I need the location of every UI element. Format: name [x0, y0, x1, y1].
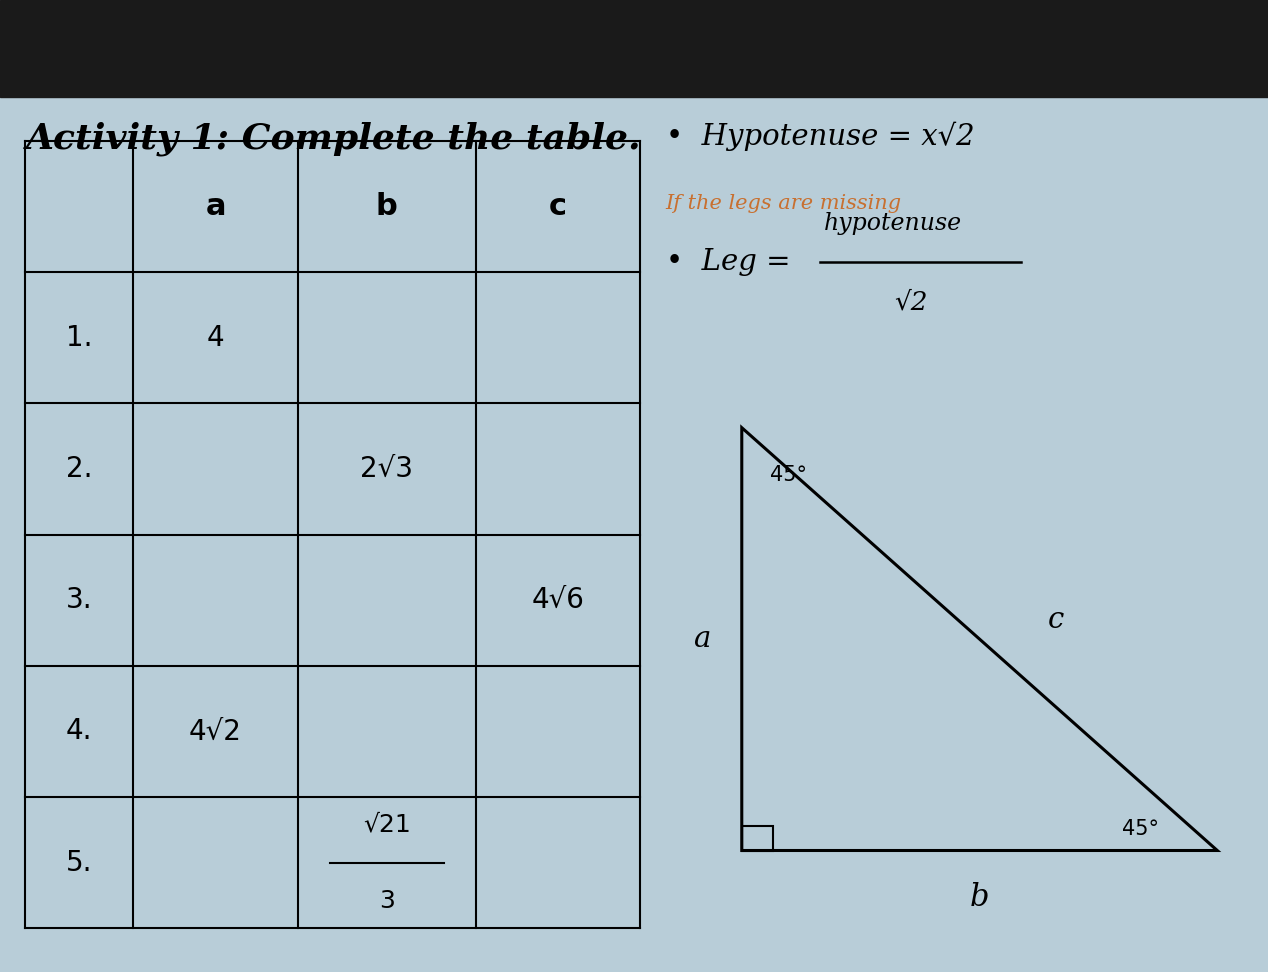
Text: b: b [375, 192, 398, 221]
Text: 3.: 3. [66, 586, 93, 614]
Text: 45°: 45° [770, 465, 806, 485]
Text: 45°: 45° [1122, 818, 1159, 839]
Text: 2.: 2. [66, 455, 93, 483]
Text: 4: 4 [207, 324, 224, 352]
Text: c: c [549, 192, 567, 221]
Text: •  Legs = x: • Legs = x [666, 63, 831, 91]
Text: Activity 1: Complete the table.: Activity 1: Complete the table. [25, 122, 642, 156]
Text: 5.: 5. [66, 849, 93, 877]
Text: If the legs are missing: If the legs are missing [666, 194, 902, 214]
Text: b: b [970, 882, 989, 913]
Text: a: a [205, 192, 226, 221]
Text: 4√2: 4√2 [189, 717, 242, 746]
Text: √21: √21 [363, 813, 411, 836]
Text: c: c [1047, 606, 1064, 634]
Text: •  Hypotenuse = x√2: • Hypotenuse = x√2 [666, 122, 974, 151]
Text: √2: √2 [894, 290, 927, 315]
Text: •  Leg =: • Leg = [666, 249, 799, 276]
Text: 1.: 1. [66, 324, 93, 352]
Text: 4√6: 4√6 [531, 586, 585, 614]
Bar [0, 0, 1268, 97]
Text: 2√3: 2√3 [360, 455, 413, 483]
Text: 4.: 4. [66, 717, 93, 746]
Text: hypotenuse: hypotenuse [824, 212, 962, 235]
Text: 3: 3 [379, 888, 394, 913]
Text: a: a [692, 625, 710, 653]
